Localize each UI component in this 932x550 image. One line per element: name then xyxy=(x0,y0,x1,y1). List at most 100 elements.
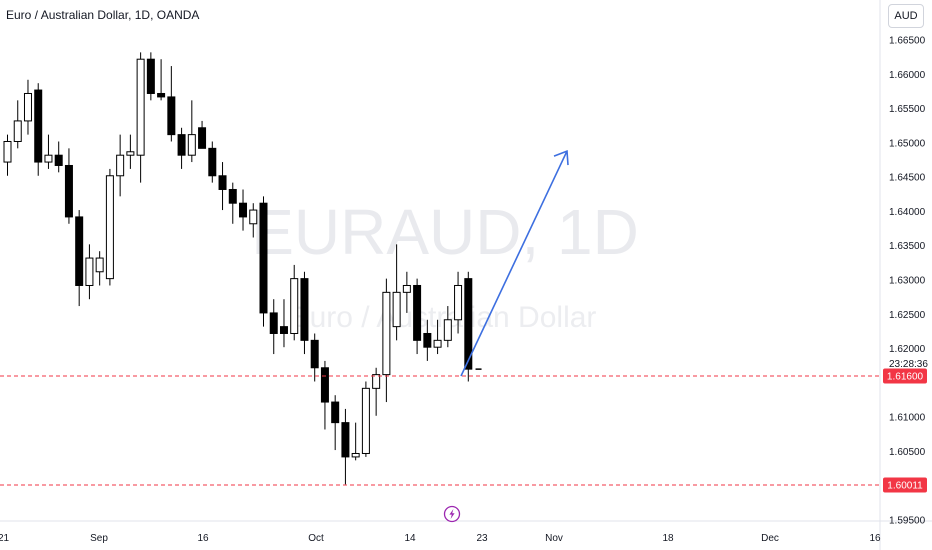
candle-body-up xyxy=(44,154,53,163)
candle-body-down xyxy=(75,216,84,286)
candle-body-down xyxy=(54,154,63,166)
candle xyxy=(3,134,12,176)
candle-body-up xyxy=(443,319,452,341)
candle xyxy=(290,264,299,341)
candle xyxy=(413,278,422,355)
candle-body-up xyxy=(392,291,401,328)
price-tag: 1.61600 xyxy=(883,368,927,384)
candle xyxy=(392,244,401,341)
watermark: EURAUD, 1D Euro / Australian Dollar xyxy=(251,196,639,334)
candle-body-up xyxy=(187,134,196,156)
candle xyxy=(300,271,309,355)
candle-body-down xyxy=(157,92,166,98)
candle-body-up xyxy=(361,387,370,454)
candle-body-down xyxy=(167,96,176,136)
candle-body-up xyxy=(105,175,114,280)
candle-body-up xyxy=(23,92,32,122)
price-axis[interactable]: 1.66500 1.66000 1.65500 1.65000 1.64500 1.640… xyxy=(889,36,926,527)
flash-icon[interactable] xyxy=(443,505,461,523)
candle xyxy=(187,100,196,163)
candle-body-up xyxy=(351,452,360,458)
candle xyxy=(423,319,432,361)
candle-body-down xyxy=(34,89,43,163)
candle-body-down xyxy=(464,278,473,370)
candle-body-down xyxy=(413,284,422,341)
candle xyxy=(198,120,207,149)
candle xyxy=(320,360,329,430)
watermark-symbol: EURAUD, 1D xyxy=(251,196,639,268)
candle xyxy=(259,196,268,327)
candle-body-up xyxy=(3,140,12,163)
candle-body-up xyxy=(249,209,258,225)
x-tick-label: 14 xyxy=(404,533,416,544)
watermark-name: Euro / Australian Dollar xyxy=(290,301,597,334)
candle-body-up xyxy=(95,257,104,273)
price-tag-label: 1.60011 xyxy=(887,481,923,492)
candle xyxy=(279,299,288,348)
candle xyxy=(341,408,350,485)
candle-body-up xyxy=(290,278,299,334)
projection-layer xyxy=(460,149,569,377)
candle-body-down xyxy=(341,422,350,458)
candle xyxy=(331,395,340,451)
candle-body-down xyxy=(239,202,248,218)
projection-arrow-head xyxy=(553,149,569,166)
candle xyxy=(13,100,22,149)
candle xyxy=(64,148,73,224)
candle-body-down xyxy=(423,332,432,348)
price-tag: 1.60011 xyxy=(883,477,927,493)
candle-body-down xyxy=(320,367,329,403)
y-tick-label: 1.61000 xyxy=(889,413,926,424)
y-tick-label: 1.64000 xyxy=(889,207,926,218)
currency-selector[interactable]: AUD xyxy=(888,4,924,28)
candle xyxy=(382,278,391,403)
price-tag-bg xyxy=(883,477,927,493)
candle-body-down xyxy=(208,147,217,177)
candle-body-up xyxy=(433,339,442,348)
candle xyxy=(126,134,135,169)
candle xyxy=(443,306,452,348)
chart-title: Euro / Australian Dollar, 1D, OANDA xyxy=(6,8,200,22)
y-tick-label: 1.65500 xyxy=(889,104,926,115)
candle-body-up xyxy=(85,257,94,286)
candle-body-down xyxy=(198,127,207,149)
x-tick-label: Sep xyxy=(90,533,108,544)
candle-body-up xyxy=(382,291,391,376)
candle-body-up xyxy=(402,284,411,293)
candle-body-down xyxy=(259,202,268,314)
x-tick-label: Nov xyxy=(545,533,563,544)
candle xyxy=(157,59,166,101)
candle-body-down xyxy=(331,401,340,424)
x-tick-label: 18 xyxy=(662,533,674,544)
candle-body-down xyxy=(228,188,237,204)
y-tick-label: 1.64500 xyxy=(889,173,926,184)
time-axis[interactable]: 21 Sep 16 Oct 14 23 Nov 18 Dec 16 xyxy=(0,533,881,544)
candle xyxy=(95,251,104,286)
candle xyxy=(23,79,32,135)
candle xyxy=(351,422,360,461)
candle-body-down xyxy=(177,134,186,156)
candle-body-up xyxy=(136,58,145,156)
candle xyxy=(249,203,258,238)
candle xyxy=(75,210,84,307)
candle xyxy=(105,168,114,286)
countdown-label: 23:28:36 xyxy=(889,359,928,370)
candle xyxy=(116,134,125,197)
level-lines xyxy=(0,375,880,486)
candle xyxy=(433,319,442,355)
candle xyxy=(44,134,53,169)
candle xyxy=(402,271,411,313)
candle-body-down xyxy=(64,164,73,218)
candle-body-down xyxy=(300,278,309,341)
y-tick-label: 1.65000 xyxy=(889,138,926,149)
candle xyxy=(34,83,43,176)
y-tick-label: 1.66500 xyxy=(889,36,926,47)
candle xyxy=(146,52,155,101)
y-tick-label: 1.63500 xyxy=(889,241,926,252)
candle xyxy=(85,244,94,300)
x-tick-label: 23 xyxy=(476,533,488,544)
candles-layer xyxy=(3,52,482,485)
candle xyxy=(269,299,278,355)
x-tick-label: 21 xyxy=(0,533,9,544)
